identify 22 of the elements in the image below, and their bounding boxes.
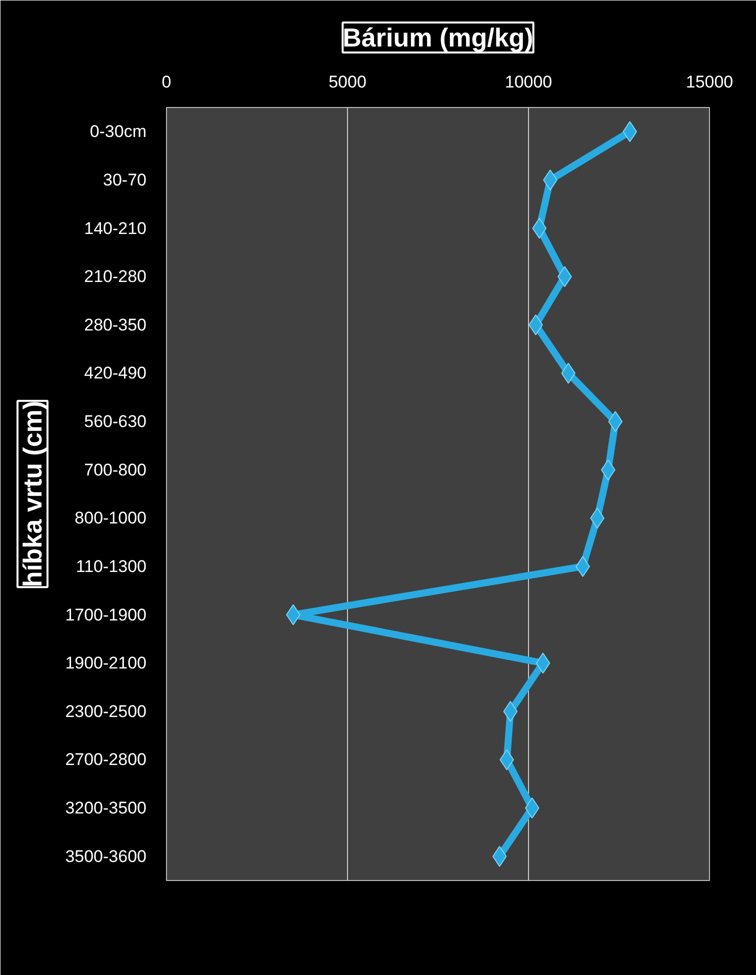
y-tick-label: 1900-2100 <box>65 654 147 673</box>
y-tick-label: 420-490 <box>84 364 146 383</box>
y-tick-label: 0-30cm <box>90 122 146 142</box>
x-tick-label: 10000 <box>504 72 552 92</box>
y-tick-label: 280-350 <box>84 315 146 334</box>
x-tick-label: 0 <box>162 72 172 92</box>
y-tick-label: 1700-1900 <box>65 605 147 624</box>
y-tick-label: 210-280 <box>84 267 146 286</box>
y-tick-label: 3500-3600 <box>65 846 147 866</box>
x-tick-label: 5000 <box>328 72 366 92</box>
chart-title: Bárium (mg/kg) <box>342 22 534 52</box>
y-tick-label: 800-1000 <box>74 508 146 528</box>
y-axis-title: híbka vrtu (cm) <box>18 400 48 588</box>
y-tick-label: 3200-3500 <box>65 798 147 818</box>
y-tick-label: 110-1300 <box>76 556 147 576</box>
y-tick-label: 140-210 <box>84 218 146 238</box>
x-tick-label: 15000 <box>686 72 734 92</box>
y-tick-label: 2700-2800 <box>65 750 147 770</box>
y-tick-label: 560-630 <box>84 412 146 432</box>
y-tick-label: 30-70 <box>103 170 147 190</box>
y-tick-label: 2300-2500 <box>65 702 147 721</box>
y-tick-label: 700-800 <box>84 460 146 480</box>
